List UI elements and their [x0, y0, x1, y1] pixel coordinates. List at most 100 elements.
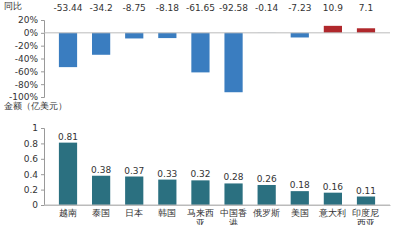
x-tick: 印度尼西亚: [352, 205, 379, 225]
y-tick-mark: [41, 205, 44, 206]
data-label: 0.16: [323, 182, 343, 192]
bar: [125, 177, 143, 205]
x-tick: 日本: [125, 205, 143, 218]
x-tick: 美国: [291, 205, 309, 218]
bar: [59, 143, 77, 205]
y-tick: 1: [32, 123, 44, 133]
x-tick-label-line: 美国: [291, 208, 309, 218]
y-tick-mark: [41, 190, 44, 191]
y-tick-mark: [41, 33, 44, 34]
panel: 金额（亿美元）00.20.40.60.810.810.380.370.330.3…: [4, 101, 391, 225]
chart-root: 同比-100%-80%-60%-40%-20%0%20%-53.44-34.2-…: [0, 0, 395, 225]
x-tick: 泰国: [92, 205, 110, 218]
panel: 同比-100%-80%-60%-40%-20%0%20%-53.44-34.2-…: [4, 1, 390, 102]
data-label: 7.1: [359, 3, 373, 13]
data-labels: 0.810.380.370.330.320.280.260.180.160.11: [58, 132, 376, 196]
data-label: 0.37: [124, 166, 144, 176]
axis-title: 同比: [4, 1, 22, 11]
x-tick-label-line: 泰国: [92, 208, 110, 218]
y-axis-line: [41, 129, 45, 206]
y-tick-mark: [41, 128, 44, 129]
x-axis-line: [45, 205, 391, 206]
bar: [125, 33, 143, 39]
bar: [324, 193, 342, 205]
y-axis: -100%-80%-60%-40%-20%0%20%: [9, 15, 44, 102]
y-tick: 0.8: [24, 139, 44, 149]
bar: [224, 183, 242, 205]
data-label: 0.26: [257, 174, 277, 184]
bar: [324, 26, 342, 33]
y-tick-mark: [41, 84, 44, 85]
x-tick-label: 美国: [291, 208, 309, 218]
x-tick-label-line: 韩国: [158, 208, 176, 218]
x-tick-label: 泰国: [92, 208, 110, 218]
data-label: -53.44: [53, 3, 82, 13]
x-tick: 越南: [59, 205, 77, 218]
x-tick-label: 印度尼西亚: [352, 208, 379, 225]
bars: [59, 143, 375, 205]
y-tick: 0.4: [24, 170, 44, 180]
x-tick-label: 越南: [59, 208, 77, 218]
data-labels: -53.44-34.2-8.75-8.18-61.65-92.58-0.14-7…: [53, 3, 373, 13]
y-tick-mark: [41, 20, 44, 21]
x-axis: 越南泰国日本韩国马来西亚中国香港俄罗斯美国意大利印度尼西亚: [45, 205, 391, 225]
data-label: 0.28: [224, 172, 244, 182]
y-tick-mark: [41, 59, 44, 60]
y-tick-label: -40%: [15, 54, 39, 64]
x-tick-label-line: 亚: [196, 218, 205, 225]
y-tick: -40%: [15, 54, 44, 64]
data-label: -61.65: [186, 3, 215, 13]
y-tick-label: 0%: [24, 28, 39, 38]
data-label: -34.2: [89, 3, 112, 13]
y-tick: 0%: [24, 28, 44, 38]
data-label: 0.11: [356, 186, 376, 196]
data-label: 0.38: [91, 165, 111, 175]
y-tick: -60%: [15, 67, 44, 77]
x-tick-label: 日本: [125, 208, 143, 218]
x-tick-label: 韩国: [158, 208, 176, 218]
y-tick-label: -80%: [15, 80, 39, 90]
x-tick-label-line: 港: [229, 218, 238, 225]
y-axis: 0 0.2 0.4 0.6 0.8 1: [24, 123, 45, 210]
bar: [291, 33, 309, 38]
x-tick-label-line: 俄罗斯: [253, 208, 280, 218]
y-tick-label: 1: [32, 123, 38, 133]
x-tick: 俄罗斯: [253, 205, 280, 218]
y-tick-mark: [41, 71, 44, 72]
bar: [357, 197, 375, 205]
y-tick: 0.2: [24, 185, 44, 195]
bar: [357, 28, 375, 33]
axis-title: 金额（亿美元）: [4, 101, 67, 111]
x-tick-label-line: 意大利: [318, 208, 346, 218]
data-label: 0.33: [157, 169, 177, 179]
x-tick-label-line: 西亚: [357, 218, 375, 225]
bar: [191, 180, 209, 205]
y-tick-label: -60%: [15, 67, 39, 77]
y-tick-mark: [41, 174, 44, 175]
bar: [158, 180, 176, 205]
y-tick-mark: [41, 46, 44, 47]
bar: [92, 33, 110, 55]
y-tick-label: 0.4: [24, 170, 39, 180]
y-tick: 0.6: [24, 154, 44, 164]
baseline: [44, 205, 390, 206]
y-tick: -20%: [15, 41, 44, 51]
data-label: 10.9: [323, 3, 343, 13]
y-tick-label: 0.2: [24, 185, 38, 195]
y-tick-label: 0.6: [24, 154, 39, 164]
y-tick-mark: [41, 159, 44, 160]
x-tick-label: 意大利: [318, 208, 346, 218]
bar: [291, 191, 309, 205]
y-tick-mark: [41, 143, 44, 144]
x-tick: 意大利: [318, 205, 346, 218]
x-tick-label: 马来西亚: [187, 208, 214, 225]
data-label: -8.75: [123, 3, 146, 13]
bars: [59, 26, 375, 92]
x-tick-label: 俄罗斯: [253, 208, 280, 218]
y-tick-label: 0: [32, 200, 38, 210]
y-tick-label: 20%: [18, 15, 38, 25]
y-tick-mark: [41, 97, 44, 98]
bar: [224, 33, 242, 92]
baseline: [44, 32, 390, 33]
bar: [92, 176, 110, 205]
